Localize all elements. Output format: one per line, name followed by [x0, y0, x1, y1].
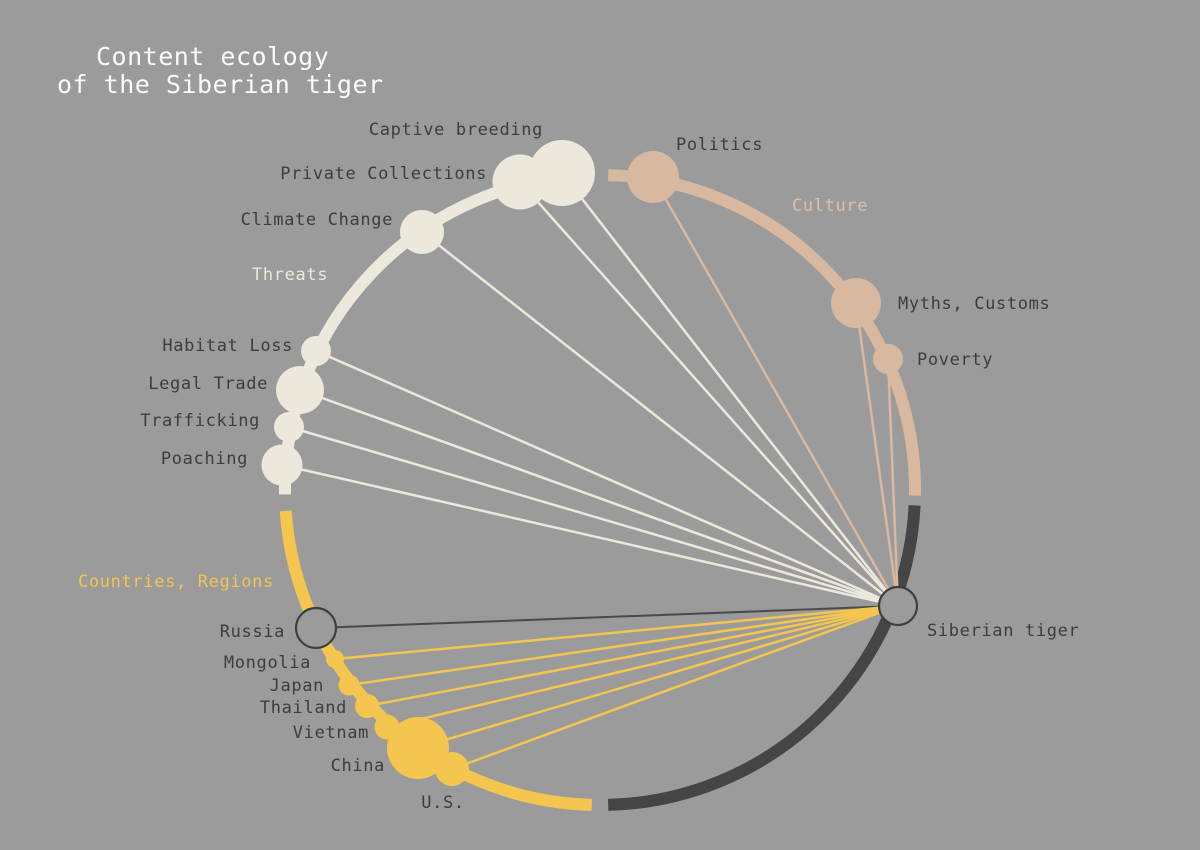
- ring-arcs: [278, 169, 922, 811]
- label-myths-customs: Myths, Customs: [898, 294, 1050, 314]
- label-poaching: Poaching: [161, 449, 248, 469]
- node-labels: Captive breeding Private Collections Clima…: [140, 120, 1079, 813]
- link-china: [417, 604, 899, 750]
- ring-arc-culture: [608, 169, 922, 496]
- link-private-collections: [519, 181, 899, 607]
- label-legal-trade: Legal Trade: [148, 374, 268, 394]
- ring-arc-tiger: [608, 505, 921, 811]
- node-us: [435, 752, 469, 786]
- node-poverty: [873, 344, 903, 374]
- node-politics: [627, 151, 679, 203]
- link-myths-customs: [854, 302, 900, 607]
- label-politics: Politics: [676, 135, 763, 155]
- group-labels: Threats Culture Countries, Regions: [78, 196, 868, 592]
- node-private-collections: [492, 154, 548, 210]
- link-poaching: [281, 463, 899, 608]
- node-mongolia: [326, 650, 344, 668]
- link-trafficking: [288, 425, 899, 608]
- group-label-countries: Countries, Regions: [78, 572, 274, 592]
- link-poverty: [886, 358, 900, 607]
- label-private-collections: Private Collections: [280, 164, 487, 184]
- nodes: [261, 140, 919, 786]
- group-label-culture: Culture: [792, 196, 868, 216]
- chart-title: Content ecology of the Siberian tiger: [57, 42, 384, 99]
- node-legal-trade: [276, 366, 324, 414]
- node-japan: [338, 674, 360, 696]
- link-vietnam: [386, 604, 899, 729]
- label-russia: Russia: [220, 622, 285, 642]
- node-climate-change: [400, 210, 444, 254]
- title-line-1: Content ecology: [96, 42, 329, 71]
- link-us: [451, 604, 899, 771]
- link-habitat-loss: [315, 349, 899, 608]
- node-habitat-loss: [301, 336, 331, 366]
- hub-links: [281, 172, 900, 771]
- node-russia: [294, 606, 338, 650]
- node-siberian-tiger: [877, 585, 919, 627]
- label-mongolia: Mongolia: [224, 653, 311, 673]
- label-climate-change: Climate Change: [241, 210, 393, 230]
- label-vietnam: Vietnam: [293, 723, 369, 743]
- link-legal-trade: [299, 388, 899, 608]
- node-china: [387, 717, 449, 779]
- group-label-threats: Threats: [252, 265, 328, 285]
- link-captive-breeding: [561, 172, 899, 607]
- label-trafficking: Trafficking: [140, 411, 260, 431]
- node-thailand: [355, 694, 379, 718]
- link-russia: [315, 605, 899, 629]
- label-captive-breeding: Captive breeding: [369, 120, 543, 140]
- label-japan: Japan: [270, 676, 324, 696]
- title-line-2: of the Siberian tiger: [57, 70, 384, 99]
- label-china: China: [331, 756, 385, 776]
- node-trafficking: [274, 412, 304, 442]
- label-siberian-tiger: Siberian tiger: [927, 621, 1079, 641]
- link-climate-change: [421, 231, 899, 607]
- label-us: U.S.: [421, 793, 465, 813]
- link-politics: [651, 176, 900, 607]
- node-myths-customs: [831, 278, 881, 328]
- label-poverty: Poverty: [917, 350, 993, 370]
- link-japan: [348, 604, 899, 687]
- label-thailand: Thailand: [260, 698, 347, 718]
- node-poaching: [261, 444, 303, 486]
- link-mongolia: [334, 604, 899, 661]
- link-thailand: [366, 604, 899, 708]
- label-habitat-loss: Habitat Loss: [162, 336, 293, 356]
